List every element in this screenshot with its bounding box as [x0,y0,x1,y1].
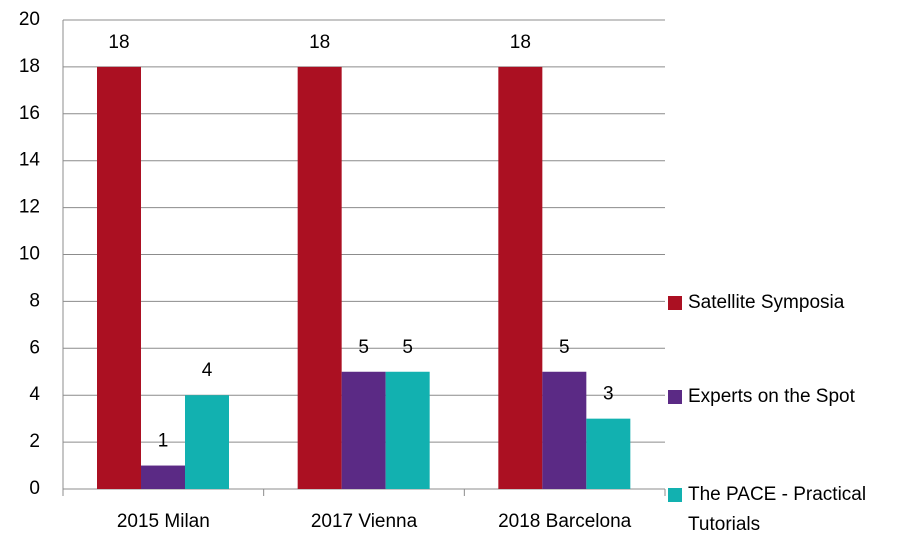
legend-item: Experts on the Spot [668,382,906,412]
y-tick-label: 0 [29,478,40,499]
bar [97,66,141,490]
legend-swatch [668,296,682,310]
data-label: 5 [402,337,413,358]
legend-label: Experts on the Spot [688,386,855,407]
y-tick-label: 14 [19,150,41,171]
data-label: 18 [108,32,129,53]
bar [141,465,185,489]
data-label: 1 [158,431,169,452]
y-tick-label: 4 [29,384,40,405]
y-tick-label: 20 [19,9,40,30]
bar [341,371,386,489]
y-tick-label: 6 [29,337,40,358]
y-tick-label: 12 [19,197,40,218]
data-label: 5 [559,337,570,358]
legend-item: The PACE - Practical Tutorials [668,480,906,540]
data-label: 18 [510,32,531,53]
bar [185,395,229,489]
data-label: 3 [603,384,614,405]
legend-swatch [668,390,682,404]
bar [542,371,587,489]
bar [385,371,430,489]
y-tick-label: 16 [19,103,40,124]
data-label: 4 [202,360,213,381]
x-tick-label: 2015 Milan [117,511,210,532]
legend-item: Satellite Symposia [668,288,906,318]
legend-swatch [668,488,682,502]
y-tick-label: 10 [19,244,40,265]
legend-label: The PACE - Practical Tutorials [688,484,867,535]
bar [297,66,342,490]
y-tick-label: 8 [29,290,40,311]
y-tick-label: 2 [29,431,40,452]
bar [586,418,631,489]
x-tick-label: 2017 Vienna [311,511,418,532]
bar [498,66,543,490]
legend-label: Satellite Symposia [688,292,845,313]
x-tick-label: 2018 Barcelona [498,511,632,532]
data-label: 5 [358,337,369,358]
y-tick-label: 18 [19,56,40,77]
data-label: 18 [309,32,330,53]
